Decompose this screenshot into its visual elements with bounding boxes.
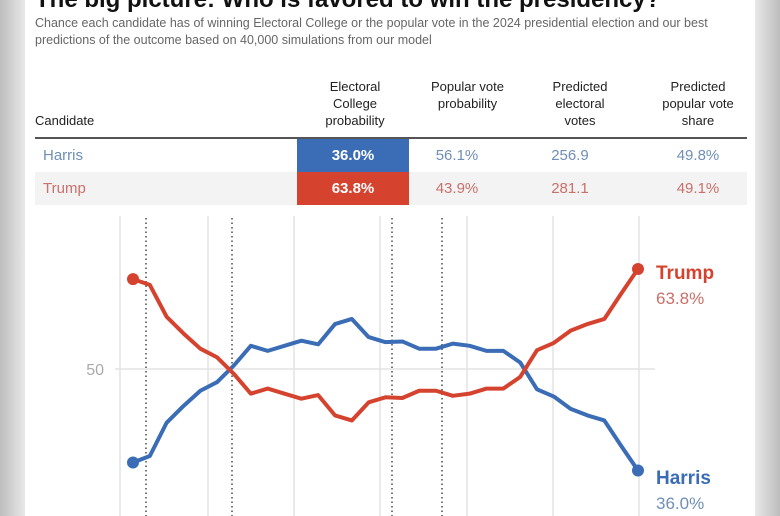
predicted-share: 49.1%: [676, 180, 720, 197]
background-left: [0, 0, 25, 516]
start-point-trump: [127, 273, 139, 286]
chart-title: The big picture: Who is favored to win t…: [35, 0, 660, 14]
ec-probability: 36.0%: [297, 139, 409, 172]
predicted-ev: 281.1: [551, 180, 589, 197]
predicted-share: 49.8%: [676, 147, 720, 164]
col-header-ec-prob: Electoral College probability: [325, 79, 385, 128]
pv-probability: 43.9%: [435, 180, 479, 197]
legend-label-trump: Trump: [656, 263, 714, 284]
candidate-name: Trump: [43, 180, 86, 197]
background-right: [755, 0, 780, 516]
col-header-ev: Predicted electoral votes: [552, 79, 608, 128]
end-point-harris: [632, 464, 644, 477]
series-line-trump: [132, 267, 640, 423]
chart-subtitle: Chance each candidate has of winning Ele…: [35, 16, 708, 47]
end-value-harris: 36.0%: [656, 494, 704, 513]
col-header-candidate: Candidate: [35, 113, 95, 128]
pv-probability: 56.1%: [435, 147, 479, 164]
start-point-harris: [127, 456, 139, 469]
predicted-ev: 256.9: [551, 147, 589, 164]
table-row-harris: Harris 36.0% 56.1% 256.9 49.8%: [35, 139, 747, 172]
legend-label-harris: Harris: [656, 468, 711, 489]
series-line-harris: [132, 316, 640, 472]
candidate-name: Harris: [43, 147, 83, 164]
ec-probability: 63.8%: [297, 172, 409, 205]
col-header-share: Predicted popular vote share: [662, 79, 734, 128]
end-point-trump: [632, 262, 644, 275]
col-header-pv-prob: Popular vote probability: [431, 79, 504, 111]
graphic-card: The big picture: Who is favored to win t…: [25, 0, 755, 516]
end-value-trump: 63.8%: [656, 289, 704, 308]
y-tick-label-50: 50: [86, 362, 104, 379]
table-row-trump: Trump 63.8% 43.9% 281.1 49.1%: [35, 172, 747, 205]
header-rule: [35, 137, 747, 139]
